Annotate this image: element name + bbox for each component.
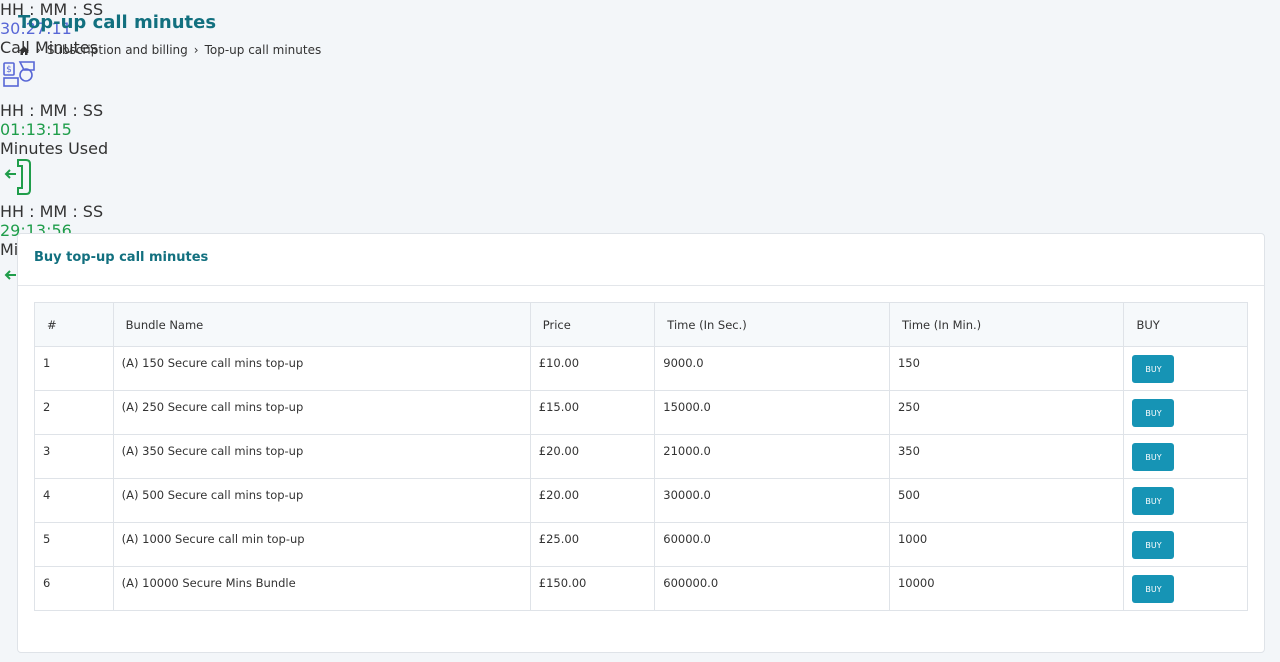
cell: 250 bbox=[888, 390, 1125, 435]
divider bbox=[18, 285, 1264, 286]
breadcrumb-current: Top-up call minutes bbox=[204, 43, 322, 57]
cell: 1000 bbox=[888, 522, 1125, 567]
table-row: 4 (A) 500 Secure call mins top-up £20.00 30… bbox=[34, 478, 1248, 523]
cell: 30000.0 bbox=[654, 478, 890, 523]
table-row: 1 (A) 150 Secure call mins top-up £10.00 90… bbox=[34, 346, 1248, 391]
cell: (A) 500 Secure call mins top-up bbox=[112, 478, 531, 523]
cell: BUY bbox=[1123, 522, 1248, 567]
cell: 9000.0 bbox=[654, 346, 890, 391]
stat-card: HH : MM : SS 30:27:11 Call Minutes $ bbox=[0, 0, 1280, 101]
cell: BUY bbox=[1123, 566, 1248, 611]
column-header: BUY bbox=[1123, 302, 1248, 347]
panel-title: Buy top-up call minutes bbox=[34, 250, 209, 265]
cell: 6 bbox=[34, 566, 114, 611]
cell: BUY bbox=[1123, 478, 1248, 523]
cell: (A) 250 Secure call mins top-up bbox=[112, 390, 531, 435]
cell: 150 bbox=[888, 346, 1125, 391]
breadcrumb-link[interactable]: Subscription and billing bbox=[46, 43, 188, 57]
buy-button[interactable]: BUY bbox=[1132, 443, 1175, 471]
cell: 4 bbox=[34, 478, 114, 523]
cell: BUY bbox=[1123, 390, 1248, 435]
cell: 2 bbox=[34, 390, 114, 435]
buy-button[interactable]: BUY bbox=[1132, 531, 1175, 559]
column-header: Bundle Name bbox=[112, 302, 531, 347]
table: # Bundle Name Price Time (In Sec.) Time (In … bbox=[34, 302, 1248, 611]
cell: 15000.0 bbox=[654, 390, 890, 435]
time-format: HH : MM : SS bbox=[0, 202, 104, 221]
table-row: 6 (A) 10000 Secure Mins Bundle £150.00 6000… bbox=[34, 566, 1248, 611]
column-header: # bbox=[34, 302, 114, 347]
cell: 1 bbox=[34, 346, 114, 391]
cell: £20.00 bbox=[529, 434, 656, 479]
cell: 21000.0 bbox=[654, 434, 890, 479]
cell: 60000.0 bbox=[654, 522, 890, 567]
time-format: HH : MM : SS bbox=[0, 0, 104, 19]
cell: BUY bbox=[1123, 434, 1248, 479]
panel: Buy top-up call minutes # Bundle Name Pric… bbox=[17, 233, 1265, 653]
card-label: Call Minutes bbox=[0, 38, 98, 57]
cell: 3 bbox=[34, 434, 114, 479]
cell: 350 bbox=[888, 434, 1125, 479]
cell: 600000.0 bbox=[654, 566, 890, 611]
cell: 5 bbox=[34, 522, 114, 567]
table-row: 3 (A) 350 Secure call mins top-up £20.00 21… bbox=[34, 434, 1248, 479]
table-row: 5 (A) 1000 Secure call min top-up £25.00 60… bbox=[34, 522, 1248, 567]
card-icon: $ bbox=[3, 61, 35, 87]
table-row: 2 (A) 250 Secure call mins top-up £15.00 15… bbox=[34, 390, 1248, 435]
cell: 500 bbox=[888, 478, 1125, 523]
column-header: Price bbox=[529, 302, 656, 347]
table-body: 1 (A) 150 Secure call mins top-up £10.00 90… bbox=[34, 346, 1248, 611]
cell: £25.00 bbox=[529, 522, 656, 567]
time-value: 01:13:15 bbox=[0, 120, 72, 139]
cell: BUY bbox=[1123, 346, 1248, 391]
time-format: HH : MM : SS bbox=[0, 101, 104, 120]
stat-card: HH : MM : SS 01:13:15 Minutes Used bbox=[0, 101, 1280, 202]
cell: £150.00 bbox=[529, 566, 656, 611]
cell: (A) 350 Secure call mins top-up bbox=[112, 434, 531, 479]
page-title: Top-up call minutes bbox=[18, 12, 217, 33]
breadcrumb: › Subscription and billing › Top-up call… bbox=[18, 43, 321, 57]
buy-button[interactable]: BUY bbox=[1132, 399, 1175, 427]
header-row: # Bundle Name Price Time (In Sec.) Time (In … bbox=[34, 302, 1248, 347]
column-header: Time (In Min.) bbox=[888, 302, 1125, 347]
cell: 10000 bbox=[888, 566, 1125, 611]
cell: £15.00 bbox=[529, 390, 656, 435]
buy-button[interactable]: BUY bbox=[1132, 487, 1175, 515]
svg-text:$: $ bbox=[6, 65, 12, 75]
sep: › bbox=[193, 43, 199, 57]
card-icon bbox=[4, 159, 31, 195]
cell: (A) 150 Secure call mins top-up bbox=[112, 346, 531, 391]
time-value: 30:27:11 bbox=[0, 19, 72, 38]
cell: (A) 10000 Secure Mins Bundle bbox=[112, 566, 531, 611]
column-header: Time (In Sec.) bbox=[654, 302, 890, 347]
cell: (A) 1000 Secure call min top-up bbox=[112, 522, 531, 567]
buy-button[interactable]: BUY bbox=[1132, 575, 1175, 603]
sep: › bbox=[36, 43, 41, 57]
home-icon[interactable] bbox=[18, 45, 30, 56]
buy-button[interactable]: BUY bbox=[1132, 355, 1175, 383]
cell: £10.00 bbox=[529, 346, 656, 391]
card-label: Minutes Used bbox=[0, 139, 109, 158]
cell: £20.00 bbox=[529, 478, 656, 523]
